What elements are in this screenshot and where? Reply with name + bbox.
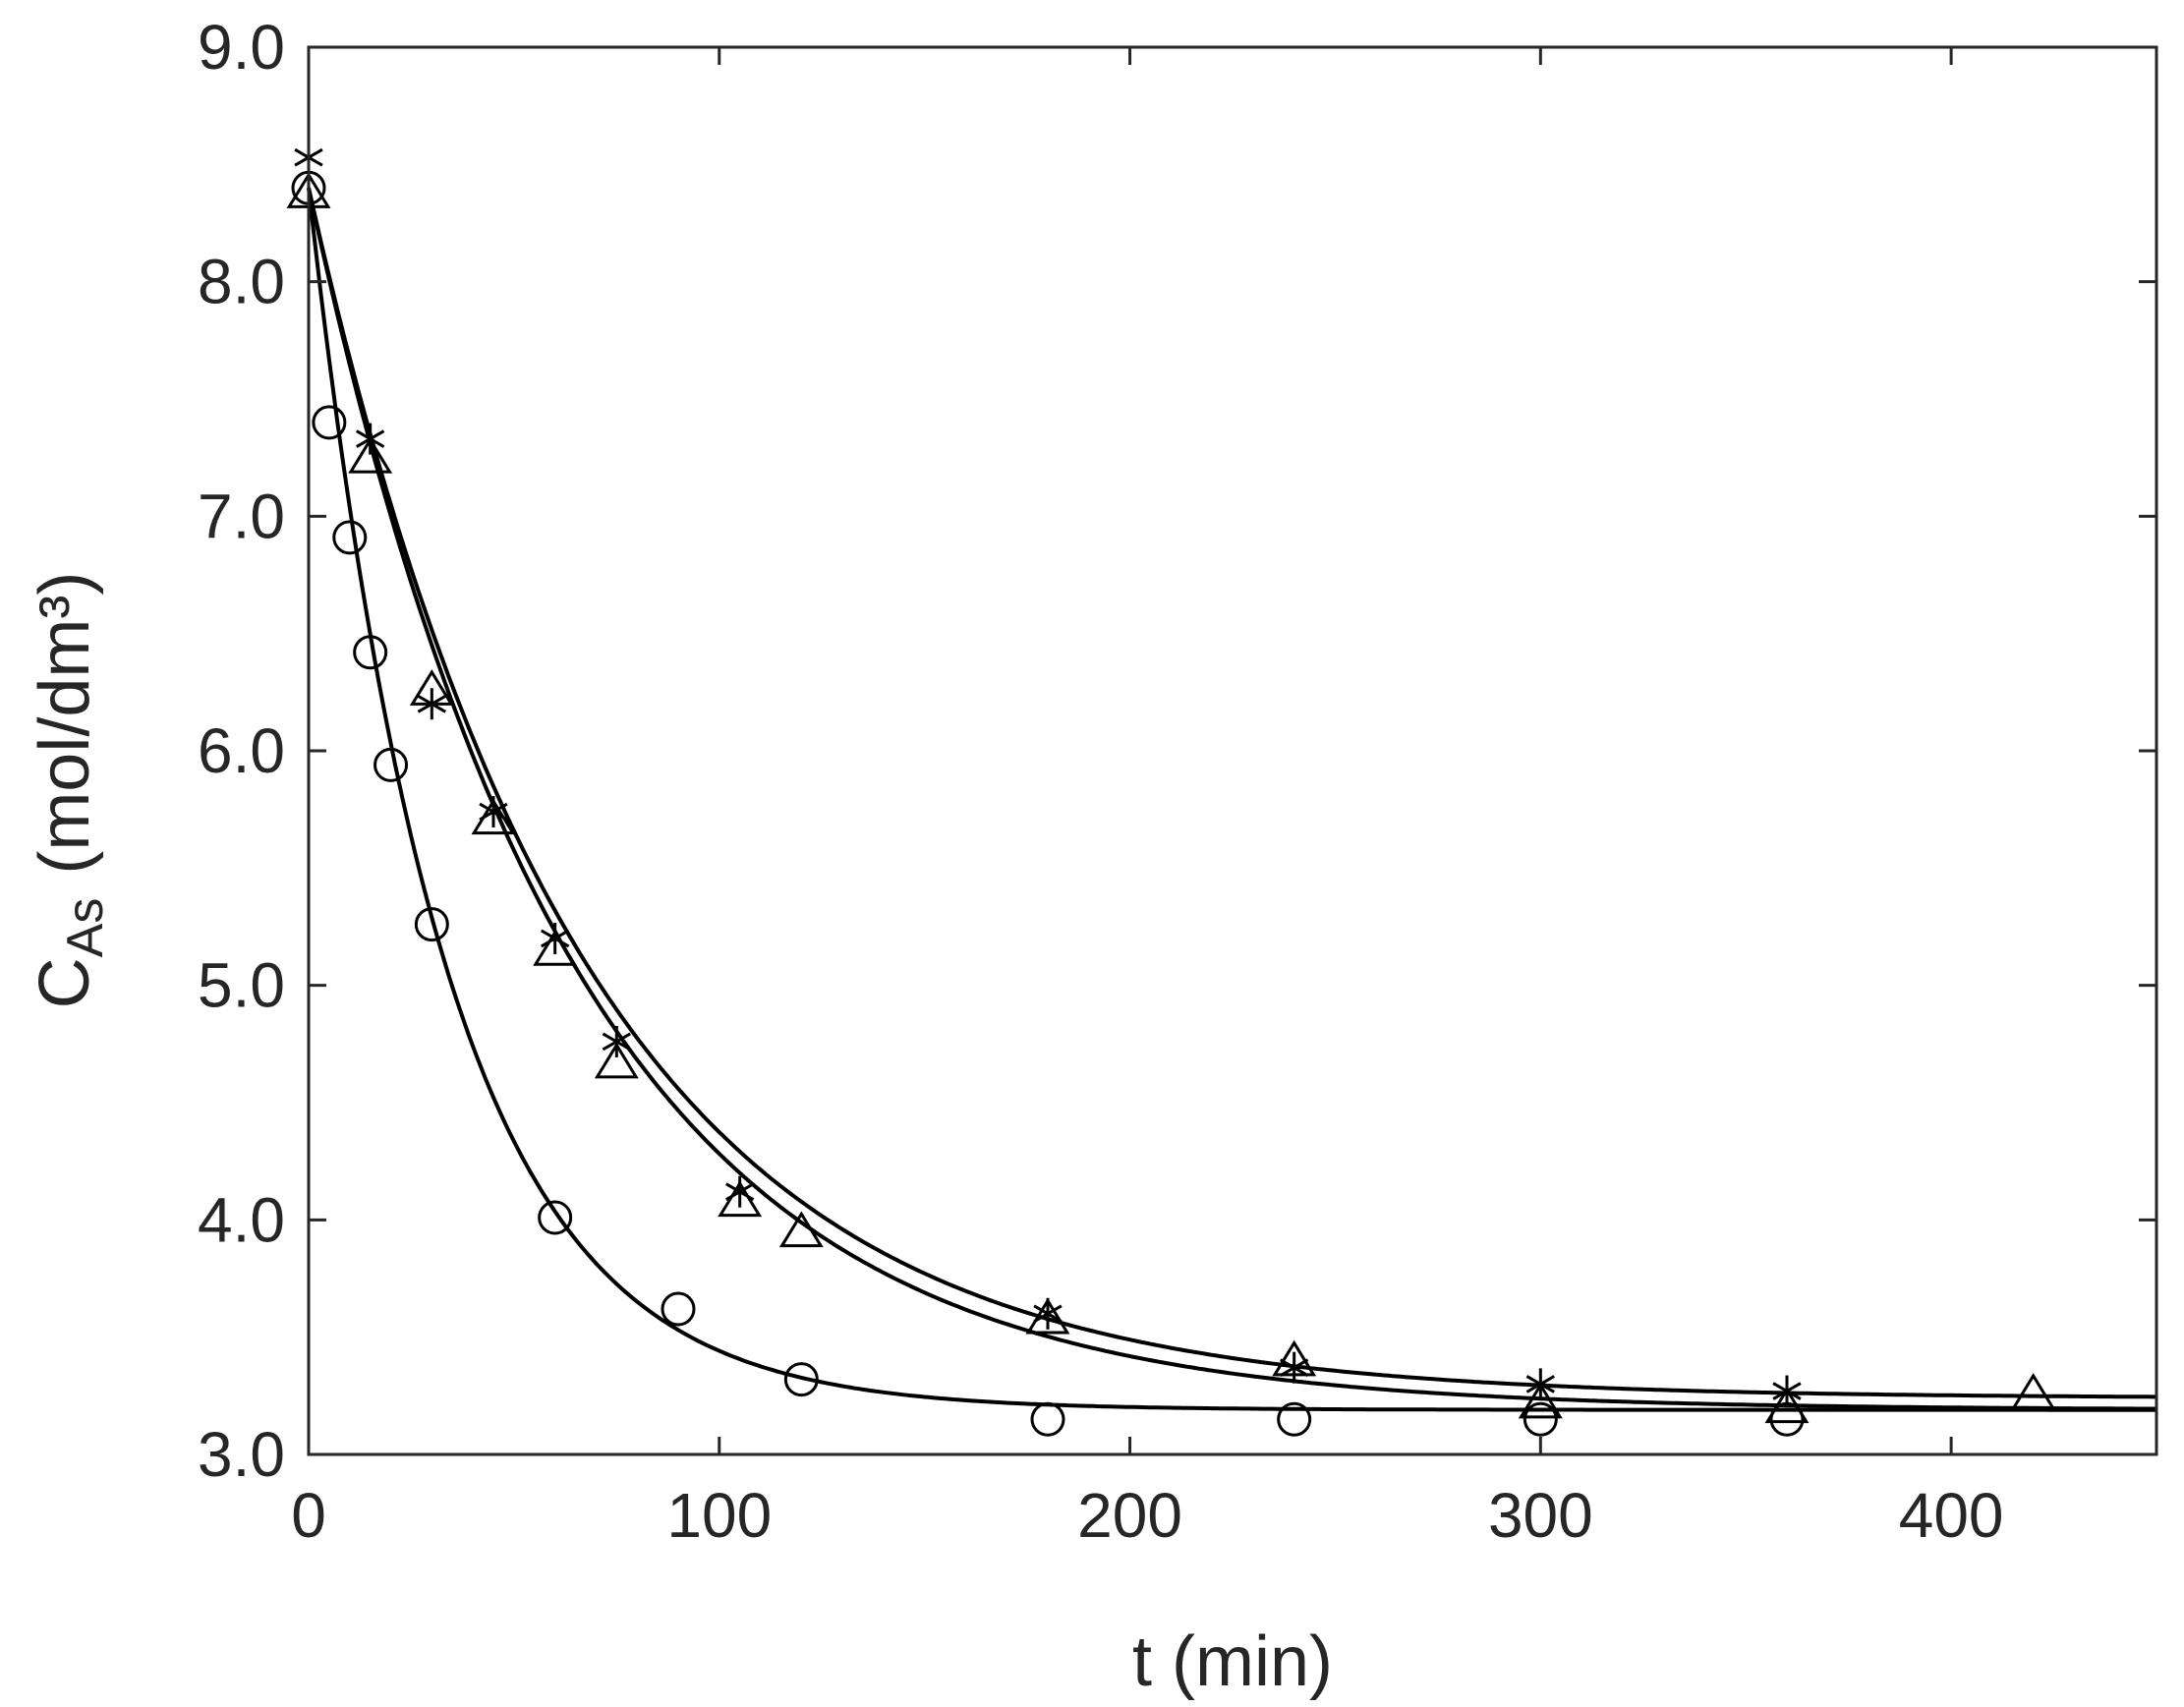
x-axis-label: t (min) (1132, 1622, 1333, 1701)
marker-circle (312, 405, 347, 440)
marker-asterisk (540, 922, 570, 954)
marker-triangle (594, 1042, 639, 1079)
marker-triangle (533, 929, 578, 966)
plot-frame (307, 45, 2158, 1456)
marker-triangle (718, 1180, 763, 1218)
marker-triangle (1518, 1382, 1563, 1419)
y-axis-label-unit: (mol/dm³) (26, 572, 104, 875)
marker-circle (414, 907, 449, 942)
marker-asterisk-stroke (1033, 1304, 1063, 1324)
marker-asterisk-stroke (602, 1032, 632, 1052)
marker-triangle (1764, 1387, 1810, 1424)
y-tick-label: 3.0 (198, 1419, 285, 1490)
y-tick-label: 6.0 (198, 715, 285, 786)
marker-triangle (778, 1211, 824, 1248)
y-axis-label: CAs (mol/dm³) (26, 572, 114, 1009)
plot-area (309, 47, 2156, 1454)
marker-triangle (348, 436, 393, 474)
x-tick-label: 400 (1899, 1480, 2004, 1551)
marker-asterisk (479, 796, 508, 828)
marker-asterisk (1772, 1375, 1802, 1407)
marker-triangle (2011, 1373, 2056, 1409)
marker-circle (1523, 1401, 1558, 1437)
marker-circle (332, 520, 368, 555)
marker-asterisk-stroke (1279, 1358, 1309, 1377)
marker-circle (353, 635, 388, 670)
marker-triangle (1025, 1297, 1070, 1335)
marker-asterisk (724, 1175, 755, 1208)
marker-circle (783, 1362, 819, 1397)
y-tick-label: 5.0 (198, 950, 285, 1021)
marker-asterisk-stroke (479, 802, 508, 822)
marker-asterisk-stroke (1772, 1382, 1802, 1400)
marker-asterisk (1525, 1368, 1556, 1400)
marker-asterisk (355, 423, 385, 455)
y-tick-label: 7.0 (198, 481, 285, 551)
x-tick-label: 0 (291, 1480, 326, 1551)
y-axis-label-subscript: As (57, 898, 114, 958)
marker-asterisk-stroke (724, 1182, 755, 1201)
marker-asterisk-stroke (355, 429, 385, 448)
marker-asterisk-stroke (1525, 1375, 1556, 1394)
fit-curve-circle (307, 187, 2156, 1412)
marker-asterisk-stroke (417, 694, 447, 713)
marker-asterisk (417, 688, 447, 720)
marker-circle (538, 1200, 573, 1235)
y-tick-label: 4.0 (198, 1184, 285, 1255)
marker-circle (1277, 1401, 1312, 1437)
marker-asterisk (1279, 1351, 1309, 1384)
marker-circle (661, 1291, 696, 1327)
marker-circle (374, 747, 409, 782)
y-axis-label-main: C (26, 957, 104, 1008)
x-tick-label: 200 (1077, 1480, 1182, 1551)
x-tick-labels: 0 100 200 300 400 (291, 1480, 2003, 1551)
marker-circle (1030, 1401, 1065, 1437)
y-tick-label: 9.0 (198, 12, 285, 83)
y-tick-labels: 3.0 4.0 5.0 6.0 7.0 8.0 9.0 (198, 12, 285, 1490)
marker-asterisk (1033, 1297, 1063, 1330)
marker-asterisk (602, 1025, 632, 1057)
x-tick-label: 100 (666, 1480, 772, 1551)
y-tick-label: 8.0 (198, 247, 285, 317)
fit-curve-asterisk (307, 187, 2156, 1399)
data-markers (286, 142, 2056, 1437)
x-tick-label: 300 (1488, 1480, 1593, 1551)
marker-asterisk-stroke (540, 929, 570, 948)
